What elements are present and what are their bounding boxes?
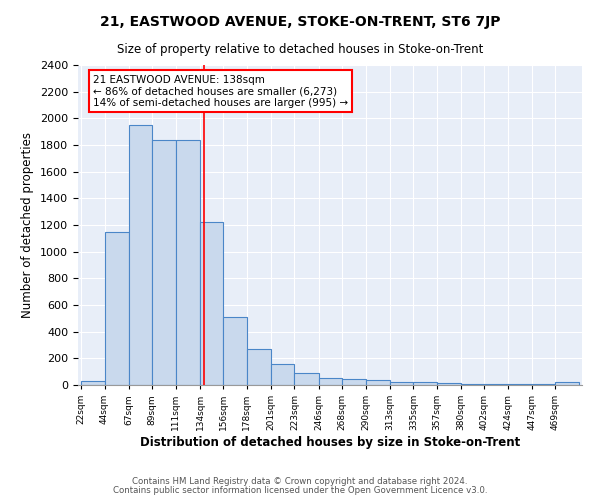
Text: 21 EASTWOOD AVENUE: 138sqm
← 86% of detached houses are smaller (6,273)
14% of s: 21 EASTWOOD AVENUE: 138sqm ← 86% of deta… [93, 74, 348, 108]
Bar [461, 384, 484, 385]
Bar [532, 384, 556, 385]
Bar [342, 379, 365, 385]
Bar [104, 232, 129, 385]
Text: 21, EASTWOOD AVENUE, STOKE-ON-TRENT, ST6 7JP: 21, EASTWOOD AVENUE, STOKE-ON-TRENT, ST6… [100, 15, 500, 29]
Bar [129, 125, 152, 385]
Text: Size of property relative to detached houses in Stoke-on-Trent: Size of property relative to detached ho… [117, 42, 483, 56]
Bar [81, 381, 104, 385]
Bar [295, 373, 319, 385]
Y-axis label: Number of detached properties: Number of detached properties [22, 132, 34, 318]
Bar [319, 378, 342, 385]
Bar [271, 364, 295, 385]
Bar [247, 349, 271, 385]
Text: Contains HM Land Registry data © Crown copyright and database right 2024.: Contains HM Land Registry data © Crown c… [132, 477, 468, 486]
Bar [437, 383, 461, 385]
Bar [556, 382, 579, 385]
Bar [508, 384, 532, 385]
Text: Contains public sector information licensed under the Open Government Licence v3: Contains public sector information licen… [113, 486, 487, 495]
Bar [200, 222, 223, 385]
Bar [390, 382, 413, 385]
X-axis label: Distribution of detached houses by size in Stoke-on-Trent: Distribution of detached houses by size … [140, 436, 520, 449]
Bar [413, 382, 437, 385]
Bar [223, 317, 247, 385]
Bar [484, 384, 508, 385]
Bar [365, 380, 390, 385]
Bar [152, 140, 176, 385]
Bar [176, 140, 200, 385]
